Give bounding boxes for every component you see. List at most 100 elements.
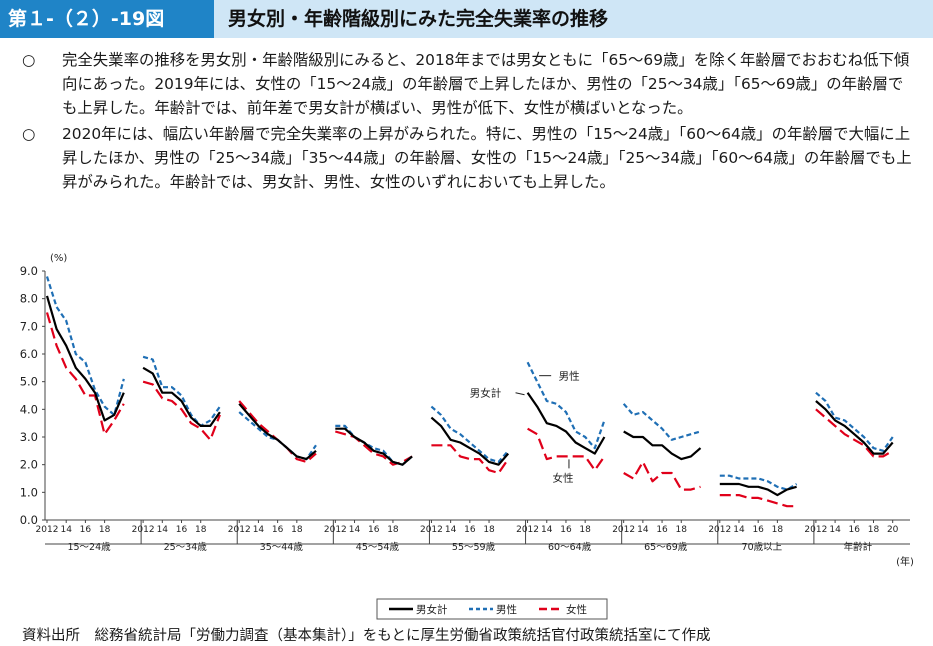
x-tick-label: 14 (349, 525, 361, 535)
x-tick-label: 14 (157, 525, 169, 535)
series-line-female (719, 494, 797, 508)
summary-text: ○ 完全失業率の推移を男女別・年齢階級別にみると、2018年までは男女ともに「6… (22, 48, 917, 196)
group-label: 年齢計 (844, 541, 873, 553)
x-tick-label: 2012 (324, 525, 347, 535)
x-tick-label: 14 (541, 525, 553, 535)
series-line-female (527, 427, 606, 472)
y-tick-label: 5.0 (20, 375, 38, 389)
series-line-female (45, 312, 125, 436)
x-axis-label: (年) (896, 555, 914, 568)
y-tick-label: 3.0 (20, 430, 38, 444)
x-tick-label: 14 (253, 525, 265, 535)
x-tick-label: 16 (560, 525, 572, 535)
series-line-male (238, 411, 317, 461)
x-tick-label: 2012 (516, 525, 539, 535)
x-tick-label: 16 (272, 525, 284, 535)
bullet-mark: ○ (22, 125, 36, 143)
series-line-total (238, 403, 317, 461)
series-line-female (238, 400, 317, 463)
series-line-female (623, 460, 701, 491)
series-line-total (142, 366, 221, 427)
x-tick-label: 18 (772, 525, 784, 535)
y-tick-label: 9.0 (20, 264, 38, 278)
legend-label: 男女計 (416, 603, 448, 616)
series-line-total (719, 482, 797, 497)
group-label: 15～24歳 (67, 541, 111, 553)
unemployment-line-chart: 0.01.02.03.04.05.06.07.08.09.0(%)2012 14 1… (20, 253, 914, 620)
x-tick-label: 18 (483, 525, 495, 535)
x-tick-label: 18 (99, 525, 111, 535)
y-tick-label: 6.0 (20, 347, 38, 361)
series-line-female (815, 408, 894, 458)
bullet-text: 完全失業率の推移を男女別・年齢階級別にみると、2018年までは男女ともに「65～… (62, 51, 910, 117)
x-tick-label: 18 (676, 525, 688, 535)
x-tick-label: 2012 (420, 525, 443, 535)
source-note: 資料出所 総務省統計局「労働力調査（基本集計）」をもとに厚生労働省政策統括官付政… (22, 628, 711, 644)
legend-label: 女性 (566, 603, 587, 616)
y-tick-label: 7.0 (20, 319, 38, 333)
group-label: 70歳以上 (742, 541, 783, 553)
group-label: 65～69歳 (644, 541, 688, 553)
figure-header: 第１-（２）-19図 男女別・年齢階級別にみた完全失業率の推移 (0, 0, 933, 38)
x-tick-label: 14 (829, 525, 841, 535)
summary-bullet-2: ○ 2020年には、幅広い年齢層で完全失業率の上昇がみられた。特に、男性の「15… (22, 122, 917, 194)
y-axis-label: (%) (50, 253, 67, 264)
x-tick-label: 14 (733, 525, 745, 535)
series-line-total (815, 400, 894, 455)
series-line-total (623, 430, 702, 461)
group-label: 55～59歳 (452, 541, 496, 553)
x-tick-label: 2012 (36, 525, 59, 535)
series-line-male (526, 361, 606, 450)
x-tick-label: 16 (849, 525, 861, 535)
series-line-male (430, 405, 510, 463)
series-line-female (335, 430, 413, 466)
y-tick-label: 8.0 (20, 292, 38, 306)
x-tick-label: 2012 (132, 525, 155, 535)
x-tick-label: 16 (464, 525, 476, 535)
x-tick-label: 18 (291, 525, 303, 535)
bullet-mark: ○ (22, 51, 36, 69)
x-tick-label: 16 (656, 525, 668, 535)
annotation-label: 男性 (559, 370, 580, 383)
series-line-total (526, 392, 606, 455)
series-line-female (142, 380, 221, 441)
x-tick-label: 18 (868, 525, 880, 535)
series-line-total (335, 427, 413, 466)
x-tick-label: 14 (637, 525, 649, 535)
series-line-male (622, 403, 701, 441)
summary-bullet-1: ○ 完全失業率の推移を男女別・年齢階級別にみると、2018年までは男女ともに「6… (22, 48, 917, 120)
x-tick-label: 2012 (804, 525, 827, 535)
x-tick-label: 18 (195, 525, 207, 535)
x-tick-label: 14 (60, 525, 72, 535)
x-tick-label: 16 (368, 525, 380, 535)
series-line-total (45, 295, 125, 422)
x-tick-label: 16 (176, 525, 188, 535)
x-tick-label: 18 (579, 525, 591, 535)
group-label: 60～64歳 (548, 541, 592, 553)
series-line-male (45, 276, 125, 416)
y-tick-label: 1.0 (20, 485, 38, 499)
legend-label: 男性 (496, 603, 517, 616)
x-tick-label: 14 (445, 525, 457, 535)
group-label: 45～54歳 (356, 541, 400, 553)
x-tick-label: 16 (752, 525, 764, 535)
group-label: 35～44歳 (260, 541, 304, 553)
x-tick-label: 20 (887, 525, 899, 535)
annotation-label: 男女計 (470, 387, 502, 400)
x-tick-label: 2012 (228, 525, 251, 535)
y-tick-label: 2.0 (20, 458, 38, 472)
y-tick-label: 0.0 (20, 513, 38, 527)
annotation-label: 女性 (552, 471, 573, 484)
series-line-male (815, 391, 894, 452)
annotation-leader (515, 392, 525, 396)
bullet-text: 2020年には、幅広い年齢層で完全失業率の上昇がみられた。特に、男性の「15～2… (62, 125, 912, 191)
series-line-total (430, 416, 510, 466)
figure-number: 第１-（２）-19図 (0, 0, 214, 38)
group-label: 25～34歳 (164, 541, 208, 553)
y-tick-label: 4.0 (20, 402, 38, 416)
x-tick-label: 2012 (708, 525, 731, 535)
series-line-female (431, 444, 510, 475)
x-tick-label: 18 (387, 525, 399, 535)
figure-title: 男女別・年齢階級別にみた完全失業率の推移 (214, 0, 933, 38)
series-line-male (719, 474, 798, 491)
